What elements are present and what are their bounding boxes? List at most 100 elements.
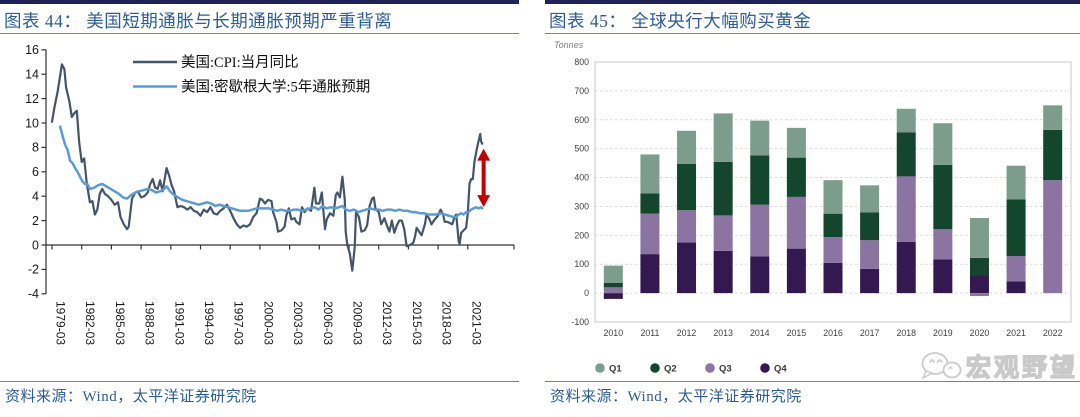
x-axis-label: 2006-03 — [321, 301, 335, 345]
x-axis-label: 1988-03 — [143, 301, 157, 345]
y-axis-label: 14 — [25, 68, 39, 82]
x-axis-label: 2012-03 — [380, 301, 394, 345]
bar-segment-q2 — [823, 213, 843, 238]
x-axis-label: 2015-03 — [410, 301, 424, 345]
bar-segment-q4 — [786, 248, 806, 294]
x-axis-label: 2020 — [970, 328, 990, 338]
figure-45-source: 资料来源：Wind，太平洋证券研究院 — [550, 389, 802, 405]
bar-segment-q2 — [860, 212, 880, 241]
y-axis-label: 16 — [25, 43, 39, 57]
x-axis-label: 2013 — [713, 328, 733, 338]
y-axis-label: 10 — [25, 116, 39, 130]
bar-segment-q1 — [640, 154, 660, 194]
y-axis-label: 12 — [25, 92, 39, 106]
bar-segment-q3 — [823, 237, 843, 263]
legend-label: Q2 — [664, 364, 677, 375]
y-axis-label: -100 — [571, 317, 589, 327]
x-axis-label: 2022 — [1043, 328, 1063, 338]
bar-segment-q3 — [1006, 256, 1026, 282]
bar-segment-q4 — [933, 259, 953, 294]
bar-segment-q1 — [677, 130, 697, 164]
y-axis-label: 6 — [32, 165, 39, 179]
x-axis-label: 2009-03 — [351, 301, 365, 345]
watermark-text: 宏观野望 — [965, 353, 1078, 382]
y-axis-label: 700 — [574, 86, 589, 96]
y-axis-label: 2 — [32, 214, 39, 228]
x-axis-label: 2019 — [933, 328, 953, 338]
figure-45-panel: 图表 45： 全球央行大幅购买黄金 Tonnes -100 0 100 200 300 4… — [545, 0, 1080, 417]
bar-segment-q1 — [1043, 105, 1063, 130]
y-axis-label: 800 — [574, 57, 589, 67]
watermark: 宏观野望 — [920, 348, 1078, 384]
bar-segment-q4 — [750, 256, 770, 294]
figure-44-panel: 图表 44： 美国短期通胀与长期通胀预期严重背离 美国:CPI:当月同比 美国:密… — [0, 0, 519, 417]
bar-segment-q1 — [969, 218, 989, 258]
legend-dot-q3 — [705, 363, 715, 373]
y-axis-label: 500 — [574, 144, 589, 154]
bar-segment-q1 — [603, 265, 623, 283]
x-axis-label: 2021 — [1006, 328, 1026, 338]
bar-segment-q2 — [677, 163, 697, 211]
bar-segment-q1 — [823, 180, 843, 214]
legend-label: 美国:密歇根大学:5年通胀预期 — [181, 79, 370, 96]
bar-segment-q3 — [860, 240, 880, 269]
bar-segment-q3 — [896, 176, 916, 242]
figure-44-source: 资料来源：Wind，太平洋证券研究院 — [5, 389, 257, 405]
legend-dot-q4 — [760, 363, 770, 373]
plot-border — [594, 61, 1072, 323]
bar-segment-q1 — [713, 113, 733, 162]
bar-segment-q4 — [1006, 281, 1026, 294]
legend-label: Q4 — [774, 364, 787, 375]
y-axis-label: 8 — [32, 141, 39, 155]
bar-segment-q2 — [1006, 199, 1026, 257]
panel-top-bar — [545, 0, 1080, 4]
inflation-expectation-line — [58, 125, 484, 219]
bar-segment-q1 — [860, 185, 880, 213]
legend-label: 美国:CPI:当月同比 — [181, 54, 299, 71]
bar-segment-q3 — [933, 229, 953, 260]
x-axis-label: 2018 — [896, 328, 916, 338]
x-axis-label: 2003-03 — [291, 301, 305, 345]
panel-top-bar — [0, 0, 519, 4]
bar-segment-q2 — [786, 157, 806, 197]
x-axis-label: 2021-03 — [469, 301, 483, 345]
y-axis-label: 400 — [574, 173, 589, 183]
wechat-icon — [921, 352, 962, 380]
x-axis-label: 2000-03 — [261, 301, 275, 345]
bar-segment-q3 — [603, 287, 623, 294]
x-axis-label: 1991-03 — [172, 301, 186, 345]
x-axis-label: 2015 — [787, 328, 807, 338]
bar-segment-q4 — [896, 241, 916, 294]
bar-segment-q4 — [860, 268, 880, 294]
y-axis-unit-label: Tonnes — [554, 40, 584, 50]
bar-segment-q3 — [713, 215, 733, 251]
x-axis-label: 1979-03 — [54, 301, 68, 345]
bar-segment-q1 — [896, 108, 916, 133]
bar-segment-q1 — [750, 120, 770, 156]
figure-45-title: 图表 45： 全球央行大幅购买黄金 — [549, 11, 812, 31]
x-axis-label: 1994-03 — [202, 301, 216, 345]
source-divider — [545, 381, 1080, 382]
bar-segment-q1 — [786, 127, 806, 158]
bar-segment-q2 — [750, 155, 770, 205]
bar-segment-q4 — [823, 262, 843, 294]
y-axis-label: 600 — [574, 115, 589, 125]
x-axis-label: 2012 — [677, 328, 697, 338]
bar-segment-q4 — [713, 250, 733, 294]
legend-dot-q2 — [650, 363, 660, 373]
divergence-arrow-head-up — [477, 148, 491, 161]
title-divider — [545, 33, 1080, 34]
bar-segment-q4 — [677, 242, 697, 294]
bar-segment-q4 — [603, 293, 623, 299]
bar-segment-q1 — [1006, 165, 1026, 200]
x-axis-label: 2018-03 — [440, 301, 454, 345]
bar-segment-q2 — [713, 161, 733, 216]
x-axis-label: 1997-03 — [232, 301, 246, 345]
x-axis-label: 2016 — [823, 328, 843, 338]
y-axis-label: 300 — [574, 201, 589, 211]
central-bank-gold-stacked-bar-chart: -100 0 100 200 300 400 500 600 700 800 2010 2011 201… — [571, 57, 1072, 375]
x-axis-label: 1982-03 — [83, 301, 97, 345]
x-axis-label: 2010 — [604, 328, 624, 338]
